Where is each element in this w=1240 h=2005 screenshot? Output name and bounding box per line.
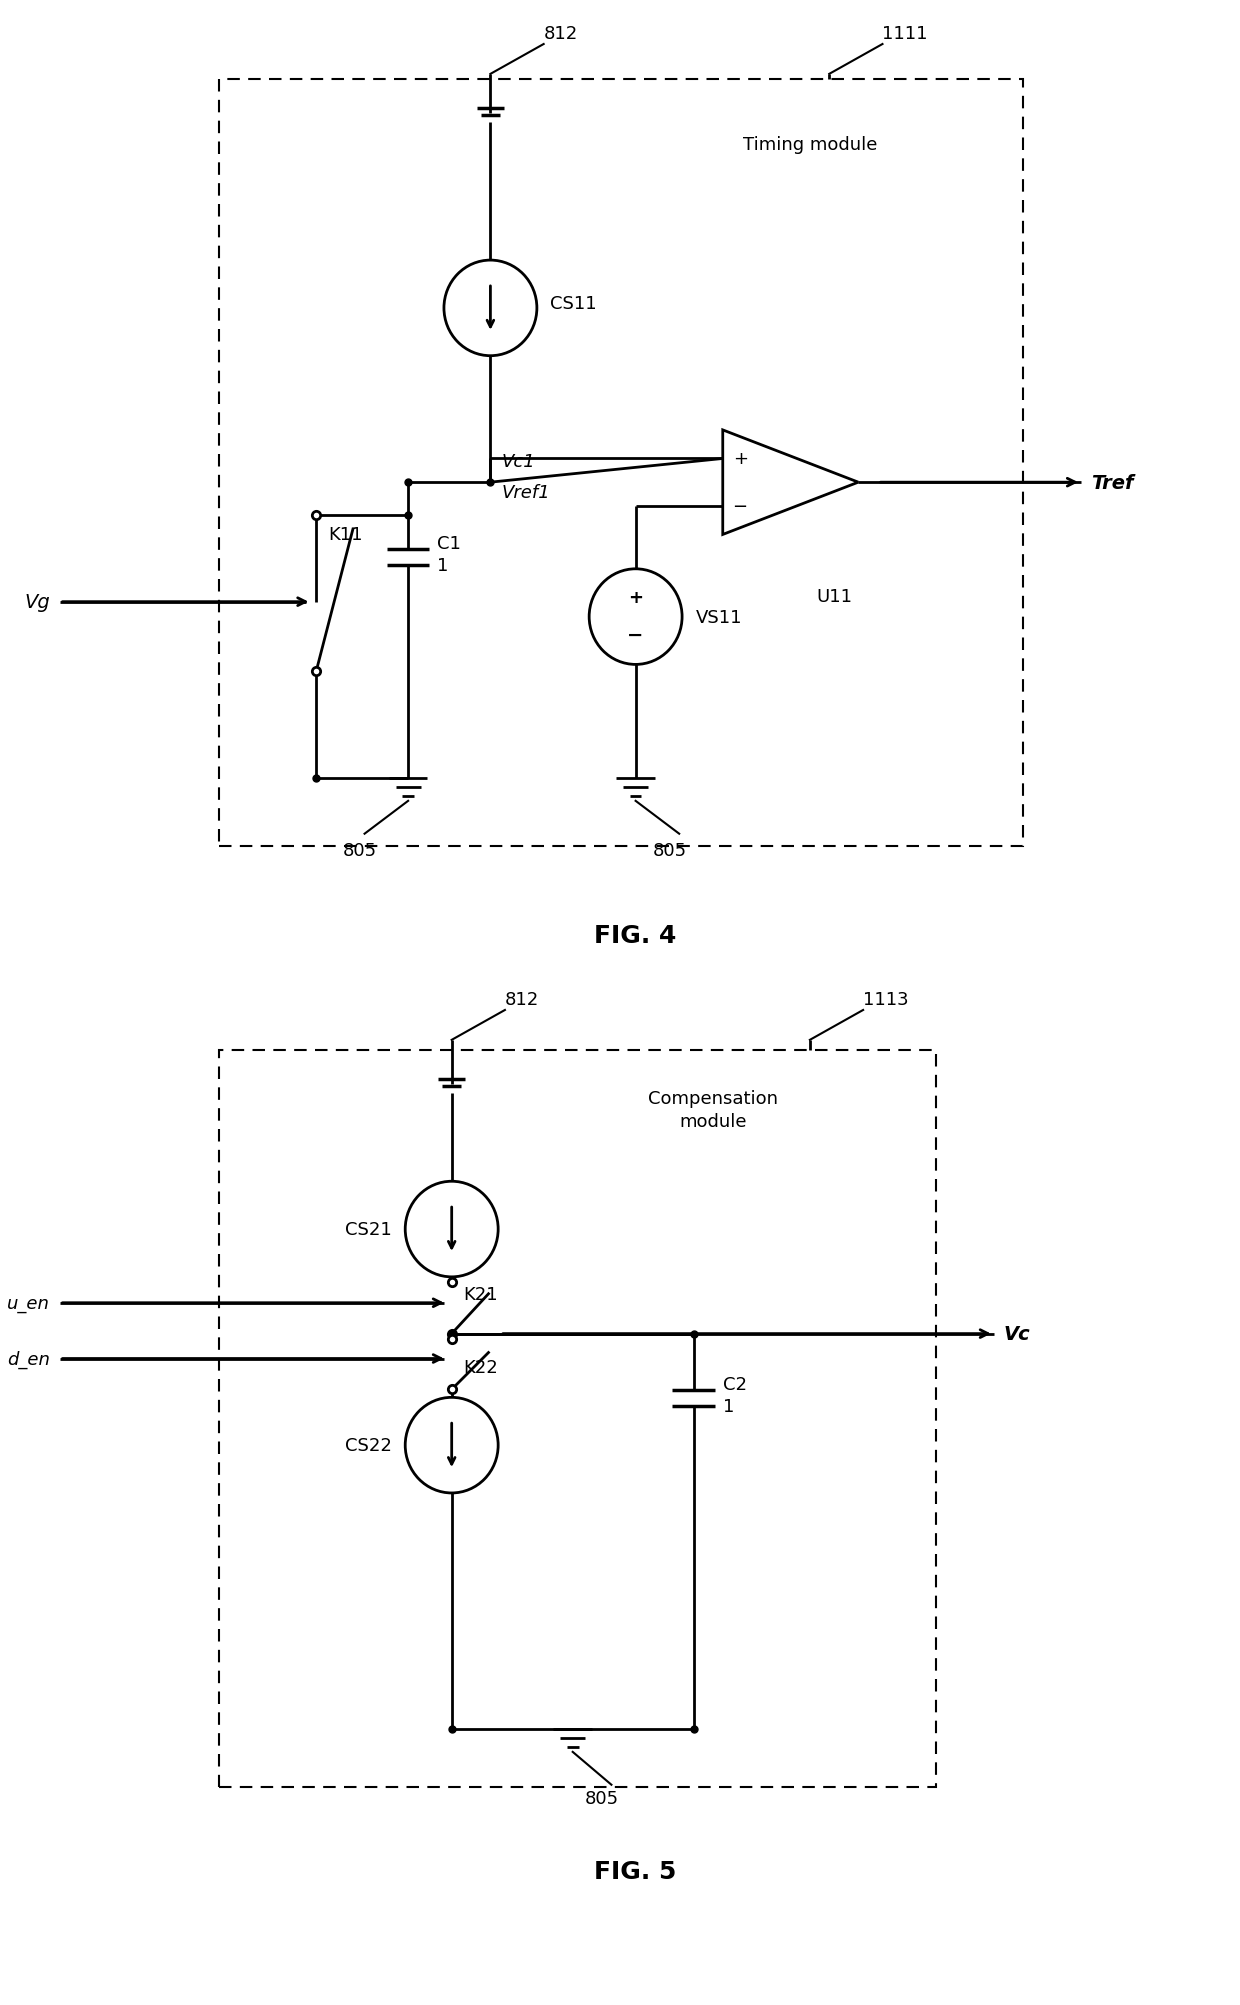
Text: +: + [629, 589, 644, 608]
Text: K21: K21 [464, 1285, 498, 1303]
Text: 1: 1 [438, 557, 449, 575]
Text: Compensation
module: Compensation module [649, 1089, 777, 1131]
Text: CS22: CS22 [345, 1436, 392, 1454]
Text: K22: K22 [464, 1359, 498, 1377]
Text: d_en: d_en [7, 1349, 50, 1367]
Text: Vref1: Vref1 [502, 483, 551, 501]
Text: 805: 805 [342, 842, 377, 860]
Text: Tref: Tref [1091, 473, 1133, 493]
Text: CS21: CS21 [345, 1221, 392, 1239]
Text: C2: C2 [723, 1375, 746, 1393]
Text: U11: U11 [816, 587, 852, 606]
Text: 1111: 1111 [883, 24, 928, 42]
Text: VS11: VS11 [696, 608, 743, 626]
Text: K11: K11 [327, 525, 362, 543]
Text: −: − [733, 497, 748, 515]
Text: FIG. 5: FIG. 5 [594, 1859, 677, 1883]
Text: Vg: Vg [25, 593, 50, 612]
Text: C1: C1 [438, 535, 461, 553]
Text: 805: 805 [585, 1788, 619, 1807]
Text: 1113: 1113 [863, 990, 909, 1009]
Text: 1: 1 [723, 1397, 734, 1416]
Text: Vc: Vc [1003, 1325, 1030, 1343]
Text: −: − [627, 626, 644, 646]
Bar [219, 80, 1023, 846]
Text: Timing module: Timing module [743, 136, 877, 154]
Text: Vc1: Vc1 [502, 453, 536, 471]
Text: u_en: u_en [7, 1293, 50, 1311]
Text: 805: 805 [652, 842, 687, 860]
Text: +: + [733, 451, 748, 469]
Bar [219, 1051, 936, 1786]
Text: CS11: CS11 [551, 295, 596, 313]
Text: 812: 812 [505, 990, 539, 1009]
Text: FIG. 4: FIG. 4 [594, 924, 677, 948]
Text: 812: 812 [543, 24, 578, 42]
